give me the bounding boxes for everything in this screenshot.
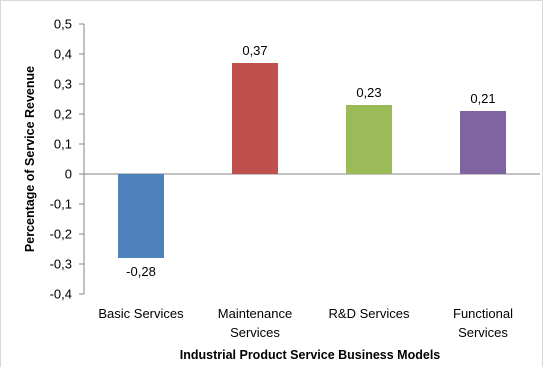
- y-axis-title: Percentage of Service Revenue: [23, 66, 37, 252]
- data-label: 0,23: [356, 85, 381, 100]
- category-labels: Basic Services Maintenance Services R&D Ser…: [98, 306, 513, 340]
- y-tick-label: -0,3: [50, 257, 72, 272]
- y-tick-label: -0,1: [50, 197, 72, 212]
- bar: [118, 174, 164, 258]
- data-label: 0,21: [470, 91, 495, 106]
- data-labels: -0,28 0,37 0,23 0,21: [126, 43, 495, 279]
- bar: [232, 63, 278, 174]
- category-label: Maintenance: [218, 306, 292, 321]
- x-axis-title: Industrial Product Service Business Mode…: [180, 348, 441, 362]
- y-tick-label: 0,4: [54, 47, 72, 62]
- y-tick-label: 0,3: [54, 77, 72, 92]
- bar: [346, 105, 392, 174]
- y-tick-label: 0: [65, 167, 72, 182]
- y-tick-label: -0,2: [50, 227, 72, 242]
- category-label: Functional: [453, 306, 513, 321]
- category-label: R&D Services: [329, 306, 410, 321]
- y-tick-label: -0,4: [50, 287, 72, 302]
- data-label: 0,37: [242, 43, 267, 58]
- category-label: Basic Services: [98, 306, 184, 321]
- bars: [118, 63, 506, 258]
- y-tick-label: 0,1: [54, 137, 72, 152]
- y-tick-label: 0,5: [54, 17, 72, 32]
- category-label: Services: [458, 325, 508, 340]
- y-tick-label: 0,2: [54, 107, 72, 122]
- bar: [460, 111, 506, 174]
- data-label: -0,28: [126, 264, 156, 279]
- category-label: Services: [230, 325, 280, 340]
- y-tick-labels: 0,5 0,4 0,3 0,2 0,1 0 -0,1 -0,2 -0,3 -0,4: [50, 17, 72, 302]
